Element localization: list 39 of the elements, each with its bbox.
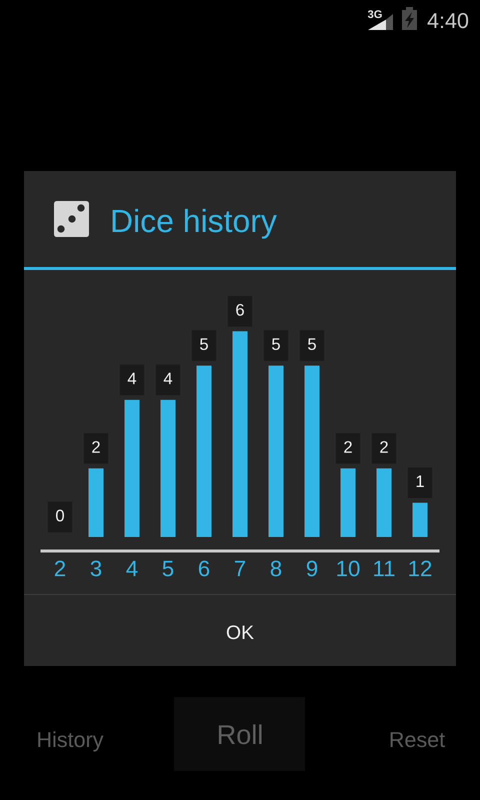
- x-tick-label: 7: [234, 560, 246, 576]
- bar: [340, 468, 356, 537]
- bar: [304, 366, 320, 537]
- chart-title: Dice history: [112, 208, 277, 239]
- bar: [412, 502, 428, 537]
- x-tick-label: 8: [270, 560, 282, 576]
- text: Reset: [390, 732, 445, 748]
- data-label: 2: [380, 441, 388, 453]
- x-tick-label: 2: [54, 560, 66, 576]
- data-label: 2: [92, 441, 100, 453]
- data-label: 2: [344, 441, 352, 453]
- text: Roll: [218, 724, 262, 744]
- bar: [160, 400, 176, 537]
- x-tick-label: 12: [409, 560, 432, 576]
- bar: [88, 468, 104, 537]
- text: 3G: [368, 10, 382, 18]
- bar: [196, 366, 212, 537]
- data-label: 5: [272, 338, 280, 350]
- x-tick-label: 9: [306, 560, 318, 576]
- data-label: 0: [56, 510, 64, 522]
- bar: [268, 366, 284, 537]
- x-tick-label: 6: [198, 560, 210, 576]
- x-tick-label: 3: [90, 560, 102, 576]
- text: OK: [226, 625, 254, 640]
- x-tick-label: 10: [337, 560, 360, 576]
- text: 4:40: [428, 12, 468, 28]
- x-tick-label: 4: [126, 560, 138, 576]
- data-label: 5: [200, 338, 208, 350]
- bar: [124, 400, 140, 537]
- bar: [376, 468, 392, 537]
- bar: [232, 331, 248, 537]
- data-label: 1: [416, 476, 424, 488]
- x-tick-label: 5: [162, 560, 174, 576]
- text: History: [38, 731, 104, 752]
- x-tick-label: 11: [374, 560, 394, 576]
- data-label: 4: [164, 372, 172, 384]
- data-label: 6: [236, 304, 244, 316]
- data-label: 5: [308, 338, 316, 350]
- data-label: 4: [128, 372, 136, 384]
